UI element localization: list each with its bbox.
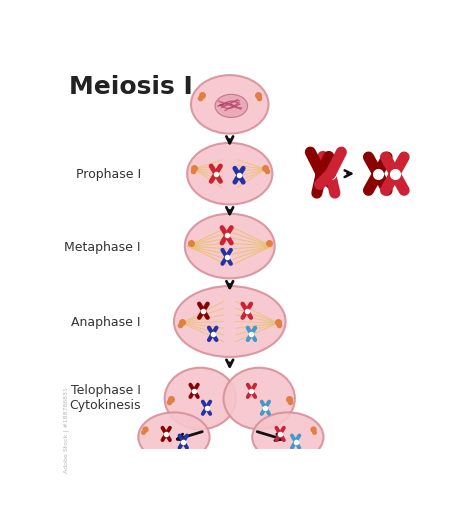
Text: Cytokinesis: Cytokinesis [69,398,141,412]
Ellipse shape [185,214,275,279]
Ellipse shape [191,76,268,134]
Ellipse shape [224,368,295,429]
Ellipse shape [164,368,236,429]
Text: Telophase I: Telophase I [71,383,141,396]
Text: Adobe Stock | #188786831: Adobe Stock | #188786831 [64,387,69,472]
Ellipse shape [174,286,285,357]
Text: Meiosis I: Meiosis I [69,74,192,98]
Text: Metaphase I: Metaphase I [64,240,141,253]
Ellipse shape [138,413,210,462]
Ellipse shape [215,95,247,118]
Ellipse shape [252,413,324,462]
Ellipse shape [187,143,273,205]
Text: Prophase I: Prophase I [75,168,141,181]
Text: Anaphase I: Anaphase I [71,316,141,328]
